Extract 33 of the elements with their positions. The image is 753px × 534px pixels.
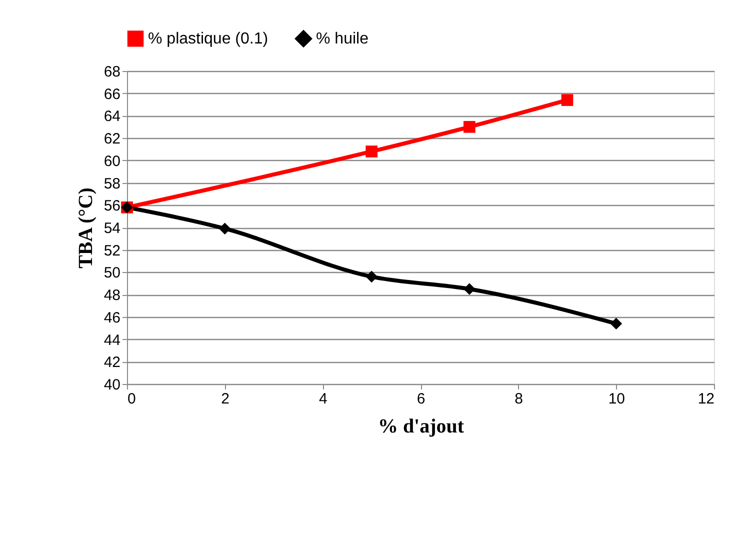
y-axis-title: TBA (°C) bbox=[74, 188, 97, 268]
y-tick-label: 62 bbox=[104, 130, 120, 148]
y-tick-label: 58 bbox=[104, 175, 120, 192]
x-axis-title: % d'ajout bbox=[378, 416, 464, 438]
point bbox=[610, 318, 622, 330]
point bbox=[218, 222, 231, 235]
y-tick-label: 48 bbox=[104, 287, 120, 304]
point bbox=[366, 146, 378, 158]
y-tick-label: 42 bbox=[104, 354, 120, 372]
y-tick-label: 56 bbox=[104, 198, 120, 215]
x-tick-label: 2 bbox=[221, 390, 230, 408]
x-tick-label: 4 bbox=[318, 390, 328, 408]
y-tick-label: 68 bbox=[104, 64, 120, 80]
y-tick-label: 40 bbox=[104, 376, 120, 394]
y-tick-label: 64 bbox=[104, 108, 120, 126]
x-tick-label: 8 bbox=[514, 390, 524, 408]
point bbox=[561, 94, 574, 106]
y-tick-label: 52 bbox=[104, 242, 120, 260]
point bbox=[464, 283, 476, 295]
x-tick-label: 10 bbox=[608, 390, 626, 408]
y-tick-label: 44 bbox=[104, 332, 120, 349]
y-tick-label: 46 bbox=[104, 309, 120, 326]
x-tick-label: 0 bbox=[128, 390, 136, 408]
y-tick-label: 54 bbox=[104, 220, 120, 237]
y-tick-label: 50 bbox=[104, 264, 120, 282]
y-tick-label: 66 bbox=[104, 86, 120, 103]
legend-label: % plastique (0.1) bbox=[148, 30, 268, 48]
point bbox=[366, 270, 378, 283]
x-tick-label: 6 bbox=[416, 390, 426, 408]
x-tick-label: 12 bbox=[698, 390, 714, 408]
legend-label: % huile bbox=[316, 30, 369, 48]
y-tick-label: 60 bbox=[104, 152, 120, 170]
point bbox=[464, 120, 476, 133]
